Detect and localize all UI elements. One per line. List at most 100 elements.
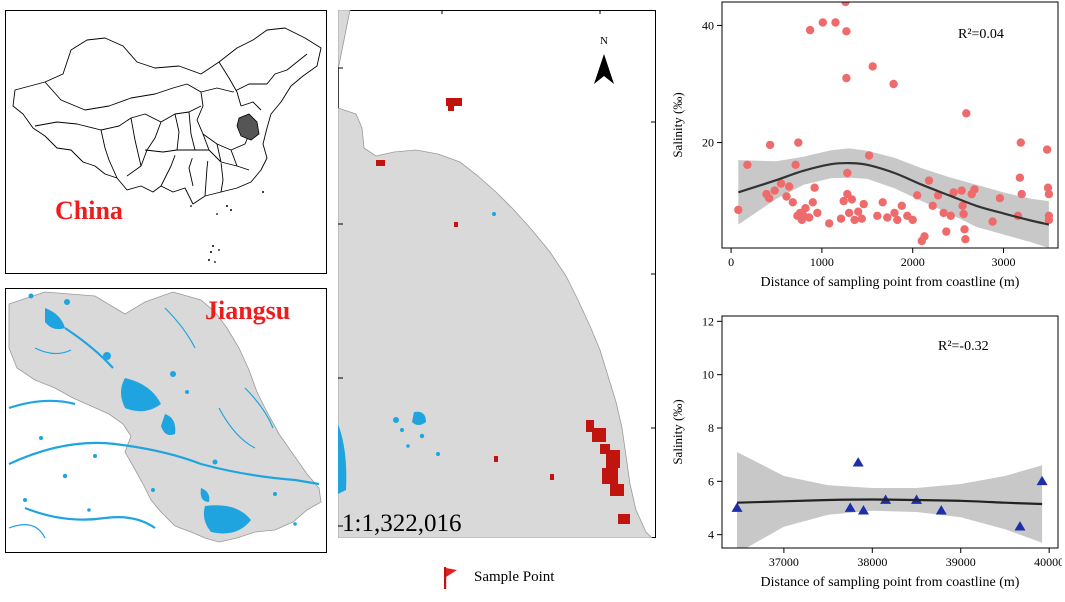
data-point (801, 204, 810, 213)
map-legend: Sample Point (440, 563, 640, 593)
data-point (843, 168, 852, 178)
data-point (782, 192, 791, 201)
data-point (939, 208, 948, 218)
plot-frame (721, 315, 1059, 549)
data-point (842, 27, 851, 36)
data-point (890, 208, 899, 218)
data-point (839, 196, 848, 206)
data-point (857, 505, 869, 515)
data-point (946, 211, 955, 220)
data-point (788, 198, 797, 207)
data-point (859, 199, 868, 209)
data-point (842, 73, 851, 83)
jiangsu-label: Jiangsu (205, 296, 291, 325)
legend-label: Sample Point (474, 569, 555, 585)
china-outline (12, 27, 322, 205)
data-point (959, 209, 968, 219)
y-tick-label: 12 (702, 314, 714, 328)
data-point (920, 232, 929, 241)
data-point (844, 502, 856, 512)
data-point (734, 205, 743, 215)
data-point (949, 188, 958, 197)
coast-map-panel: N 1:1,322,016 (337, 9, 656, 539)
data-point (841, 2, 850, 7)
coast-land (337, 9, 653, 539)
salinity-chart-bottom: 37000 38000 39000 40000 4 6 8 10 12 Distance of s… (664, 300, 1064, 597)
confidence-band (738, 148, 1049, 248)
plot-frame (721, 1, 1059, 249)
data-point (1015, 173, 1025, 182)
china-map (5, 10, 327, 274)
data-point (794, 138, 803, 147)
data-point (854, 207, 863, 216)
data-point (836, 214, 846, 223)
y-tick-label: 8 (708, 421, 714, 435)
data-point (810, 183, 819, 192)
data-point (1014, 521, 1026, 531)
china-label: China (55, 196, 123, 225)
jiangsu-map-panel: Jiangsu (5, 288, 327, 553)
scale-text: 1:1,322,016 (342, 510, 462, 537)
data-point (960, 225, 969, 234)
y-axis-label: Salinity (‰) (670, 92, 685, 157)
data-point (785, 182, 794, 191)
data-point (765, 194, 774, 203)
y-tick-label: 10 (702, 368, 714, 382)
china-map-panel: China (5, 10, 327, 274)
sample-flag-icon (444, 567, 457, 589)
x-tick-label: 40000 (1034, 555, 1062, 569)
data-point (942, 227, 951, 236)
fit-line (738, 161, 1050, 226)
data-point (1036, 475, 1048, 486)
r-squared-annotation: R²=0.04 (958, 27, 1004, 42)
data-point (868, 62, 877, 71)
data-point (933, 191, 943, 200)
data-point (1017, 189, 1026, 199)
data-point (962, 109, 971, 118)
data-point (831, 18, 840, 27)
fit-line (736, 498, 1043, 506)
y-tick-label: 20 (702, 136, 714, 150)
data-point (813, 208, 822, 218)
data-point (908, 215, 917, 225)
x-tick-label: 37000 (769, 555, 799, 569)
data-point (770, 186, 779, 195)
data-point (852, 457, 864, 467)
x-tick-label: 2000 (901, 255, 925, 269)
x-axis-label: Distance of sampling point from coastlin… (761, 575, 1020, 590)
north-label: N (600, 35, 608, 47)
data-point (1044, 215, 1054, 225)
data-point (935, 505, 947, 515)
data-point (961, 235, 970, 244)
data-point (844, 208, 854, 218)
salinity-scatter-bottom: 37000 38000 39000 40000 4 6 8 10 12 Distance of s… (670, 314, 1064, 590)
y-axis-label: Salinity (‰) (670, 399, 685, 464)
data-point (850, 215, 859, 225)
data-point (791, 160, 800, 169)
data-point (988, 217, 997, 226)
data-point (878, 198, 887, 207)
north-arrow-icon: N (594, 35, 614, 84)
y-tick-label: 4 (708, 528, 714, 542)
data-point (957, 186, 966, 195)
data-point (958, 201, 967, 210)
data-point (873, 211, 882, 220)
x-tick-label: 39000 (946, 555, 976, 569)
r-squared-annotation: R²=-0.32 (938, 339, 989, 354)
data-point (1016, 138, 1025, 147)
data-point (847, 195, 857, 204)
data-point (743, 160, 752, 169)
x-tick-label: 0 (728, 255, 734, 269)
data-point (1042, 145, 1052, 154)
coast-map: N (337, 9, 656, 539)
data-point (805, 25, 815, 35)
data-point (776, 179, 786, 188)
x-tick-label: 38000 (857, 555, 887, 569)
data-point (818, 18, 827, 27)
data-point (893, 215, 902, 225)
data-point (995, 194, 1005, 203)
y-tick-label: 40 (702, 18, 714, 32)
jiangsu-map (5, 288, 327, 553)
data-point (928, 201, 937, 210)
data-point (805, 213, 814, 222)
